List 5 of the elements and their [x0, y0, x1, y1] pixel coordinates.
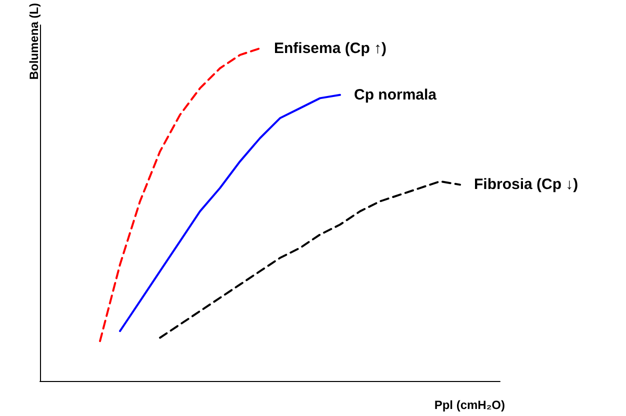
- series-label: Fibrosia (Cp ↓): [474, 176, 578, 194]
- series-label: Enfisema (Cp ↑): [274, 40, 387, 57]
- y-axis-title: Bolumena (L): [27, 3, 41, 80]
- series-label: Cp normala: [354, 86, 438, 104]
- x-axis-title: Ppl (cmH₂O): [434, 398, 505, 412]
